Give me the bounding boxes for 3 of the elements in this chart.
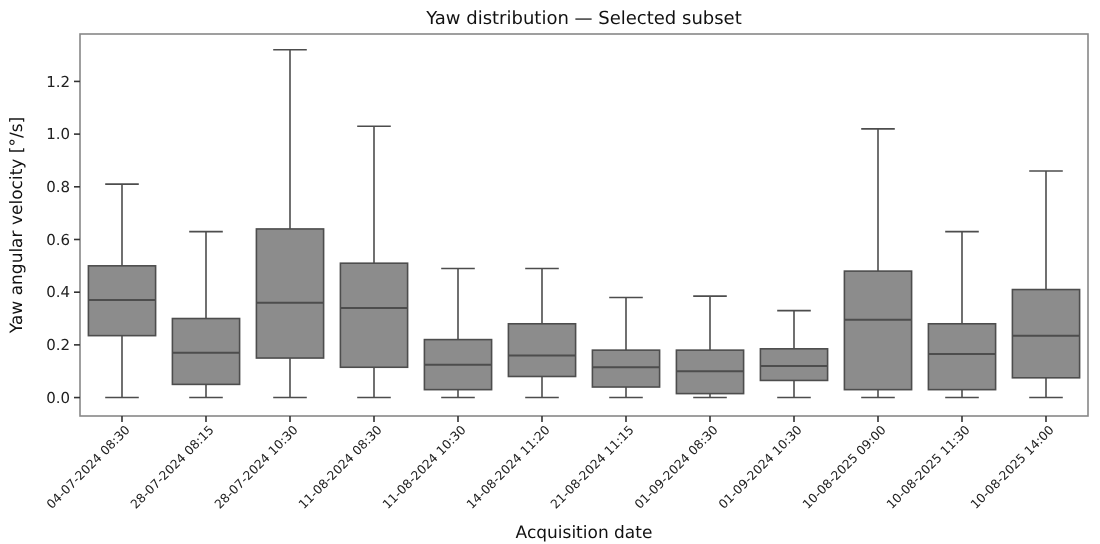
y-axis-title: Yaw angular velocity [°/s] <box>8 116 28 336</box>
x-axis-title: Acquisition date <box>515 524 653 544</box>
chart-title: Yaw distribution — Selected subset <box>424 10 743 30</box>
